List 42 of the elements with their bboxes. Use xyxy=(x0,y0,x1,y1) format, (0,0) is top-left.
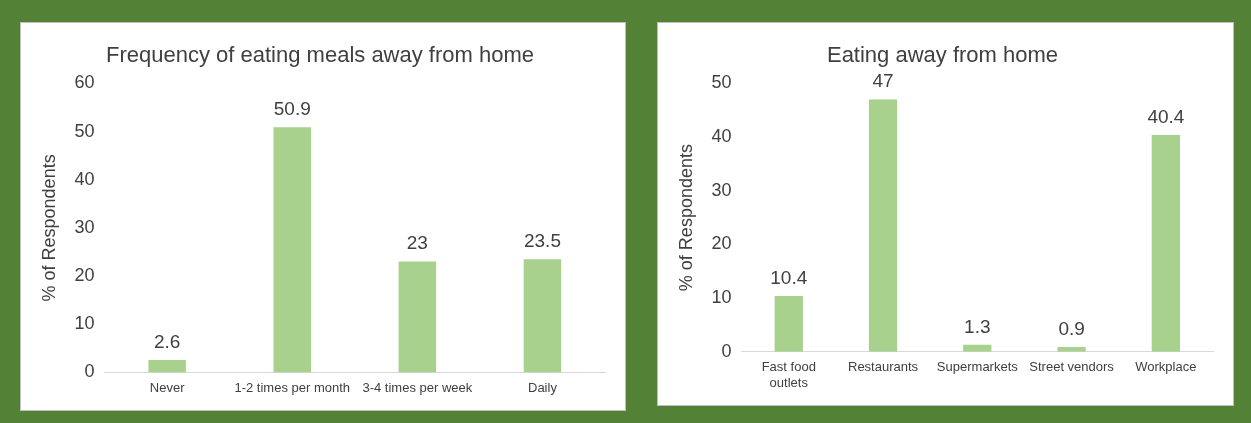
bar xyxy=(148,359,186,373)
y-tick-label: 50 xyxy=(74,120,95,141)
x-tick-label: Fast food outlets xyxy=(761,359,816,390)
y-tick-label: 20 xyxy=(74,265,95,286)
x-tick-label: Daily xyxy=(528,379,558,395)
y-tick-label: 60 xyxy=(74,72,95,93)
x-tick-label: 1-2 times per month xyxy=(234,379,351,395)
y-tick-label: 30 xyxy=(74,216,95,237)
x-tick-label: Workplace xyxy=(1135,359,1197,375)
data-label: 1.3 xyxy=(964,315,991,337)
y-axis-title: % of Respondents xyxy=(675,144,696,292)
x-tick-label: Supermarkets xyxy=(936,359,1019,375)
bar xyxy=(523,259,562,373)
data-label: 2.6 xyxy=(153,330,181,352)
bar xyxy=(273,127,312,373)
bar xyxy=(398,261,437,373)
bar xyxy=(774,295,803,352)
y-tick-label: 0 xyxy=(721,340,732,361)
y-tick-label: 40 xyxy=(711,126,732,147)
data-label: 0.9 xyxy=(1058,317,1085,339)
data-label: 47 xyxy=(872,70,894,92)
bar xyxy=(1151,134,1180,352)
x-tick-label: 3-4 times per week xyxy=(362,379,473,395)
y-tick-label: 30 xyxy=(711,179,732,200)
y-tick-label: 20 xyxy=(711,233,732,254)
data-label: 50.9 xyxy=(273,97,311,119)
x-tick-label: Street vendors xyxy=(1029,359,1115,375)
bar xyxy=(868,99,898,352)
x-tick-label: Never xyxy=(149,379,186,395)
y-tick-label: 10 xyxy=(711,287,732,308)
data-label: 23.5 xyxy=(523,229,561,251)
chart-title: Frequency of eating meals away from home xyxy=(106,42,534,68)
data-label: 10.4 xyxy=(770,266,808,288)
x-tick-label: Restaurants xyxy=(847,359,919,375)
y-tick-label: 40 xyxy=(74,168,95,189)
data-label: 40.4 xyxy=(1147,105,1185,127)
y-axis-title: % of Respondents xyxy=(38,154,59,302)
chart-title: Eating away from home xyxy=(826,42,1059,68)
y-tick-label: 0 xyxy=(84,361,95,382)
data-label: 23 xyxy=(406,232,428,254)
y-tick-label: 50 xyxy=(711,72,732,93)
y-tick-label: 10 xyxy=(74,313,95,334)
